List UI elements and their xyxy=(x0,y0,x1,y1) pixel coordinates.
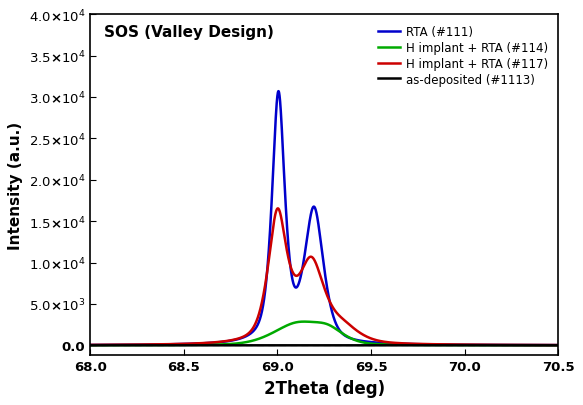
H implant + RTA (#114) xyxy=(364,341,371,346)
H implant + RTA (#117) xyxy=(384,340,391,345)
H implant + RTA (#114) xyxy=(301,320,308,324)
H implant + RTA (#117) xyxy=(256,309,263,314)
H implant + RTA (#114) xyxy=(110,343,117,348)
RTA (#111) xyxy=(256,318,263,322)
RTA (#111) xyxy=(110,343,117,347)
H implant + RTA (#114) xyxy=(459,343,466,347)
RTA (#111) xyxy=(459,343,466,347)
Y-axis label: Intensity (a.u.): Intensity (a.u.) xyxy=(8,122,23,249)
RTA (#111) xyxy=(434,342,441,347)
H implant + RTA (#117) xyxy=(459,342,466,347)
as-deposited (#1113) xyxy=(555,343,562,348)
H implant + RTA (#114) xyxy=(384,342,391,347)
Line: RTA (#111): RTA (#111) xyxy=(90,92,559,345)
RTA (#111) xyxy=(87,343,94,347)
as-deposited (#1113) xyxy=(384,343,391,348)
as-deposited (#1113) xyxy=(110,343,117,348)
as-deposited (#1113) xyxy=(364,343,371,348)
H implant + RTA (#117) xyxy=(364,335,371,339)
H implant + RTA (#114) xyxy=(555,343,562,348)
as-deposited (#1113) xyxy=(87,343,94,348)
H implant + RTA (#117) xyxy=(555,343,562,347)
Text: SOS (Valley Design): SOS (Valley Design) xyxy=(104,25,274,40)
H implant + RTA (#114) xyxy=(434,343,441,347)
RTA (#111) xyxy=(555,343,562,347)
H implant + RTA (#117) xyxy=(87,343,94,347)
as-deposited (#1113) xyxy=(256,343,263,348)
as-deposited (#1113) xyxy=(434,343,441,348)
Line: H implant + RTA (#114): H implant + RTA (#114) xyxy=(90,322,559,345)
X-axis label: 2Theta (deg): 2Theta (deg) xyxy=(264,379,385,396)
Legend: RTA (#111), H implant + RTA (#114), H implant + RTA (#117), as-deposited (#1113): RTA (#111), H implant + RTA (#114), H im… xyxy=(374,21,553,91)
RTA (#111) xyxy=(275,90,282,94)
RTA (#111) xyxy=(364,339,371,344)
RTA (#111) xyxy=(384,341,391,346)
Line: H implant + RTA (#117): H implant + RTA (#117) xyxy=(90,209,559,345)
H implant + RTA (#114) xyxy=(87,343,94,348)
H implant + RTA (#117) xyxy=(434,342,441,347)
H implant + RTA (#117) xyxy=(275,207,282,211)
as-deposited (#1113) xyxy=(459,343,466,348)
H implant + RTA (#117) xyxy=(110,343,117,347)
H implant + RTA (#114) xyxy=(256,336,263,341)
